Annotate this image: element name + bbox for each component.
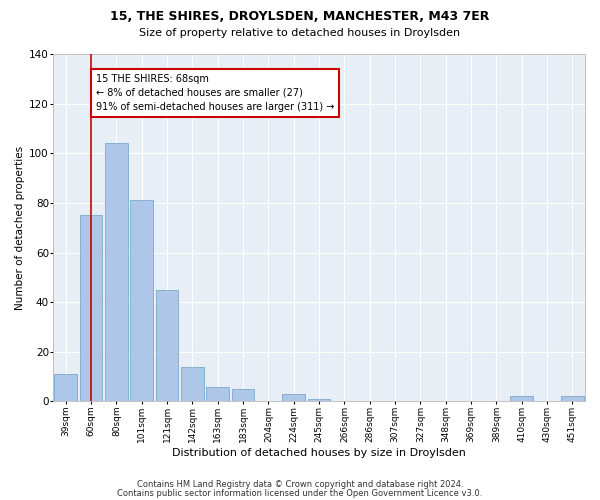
Y-axis label: Number of detached properties: Number of detached properties	[15, 146, 25, 310]
Bar	[510, 396, 533, 402]
Bar	[561, 396, 584, 402]
Bar	[105, 144, 128, 402]
Bar	[308, 399, 331, 402]
Bar	[155, 290, 178, 402]
Text: 15, THE SHIRES, DROYLSDEN, MANCHESTER, M43 7ER: 15, THE SHIRES, DROYLSDEN, MANCHESTER, M…	[110, 10, 490, 23]
Bar	[206, 386, 229, 402]
Bar	[181, 366, 204, 402]
Text: Contains HM Land Registry data © Crown copyright and database right 2024.: Contains HM Land Registry data © Crown c…	[137, 480, 463, 489]
Bar	[130, 200, 153, 402]
Text: Contains public sector information licensed under the Open Government Licence v3: Contains public sector information licen…	[118, 488, 482, 498]
Bar	[55, 374, 77, 402]
Bar	[232, 389, 254, 402]
Text: 15 THE SHIRES: 68sqm
← 8% of detached houses are smaller (27)
91% of semi-detach: 15 THE SHIRES: 68sqm ← 8% of detached ho…	[96, 74, 335, 112]
Bar	[80, 216, 103, 402]
X-axis label: Distribution of detached houses by size in Droylsden: Distribution of detached houses by size …	[172, 448, 466, 458]
Text: Size of property relative to detached houses in Droylsden: Size of property relative to detached ho…	[139, 28, 461, 38]
Bar	[283, 394, 305, 402]
